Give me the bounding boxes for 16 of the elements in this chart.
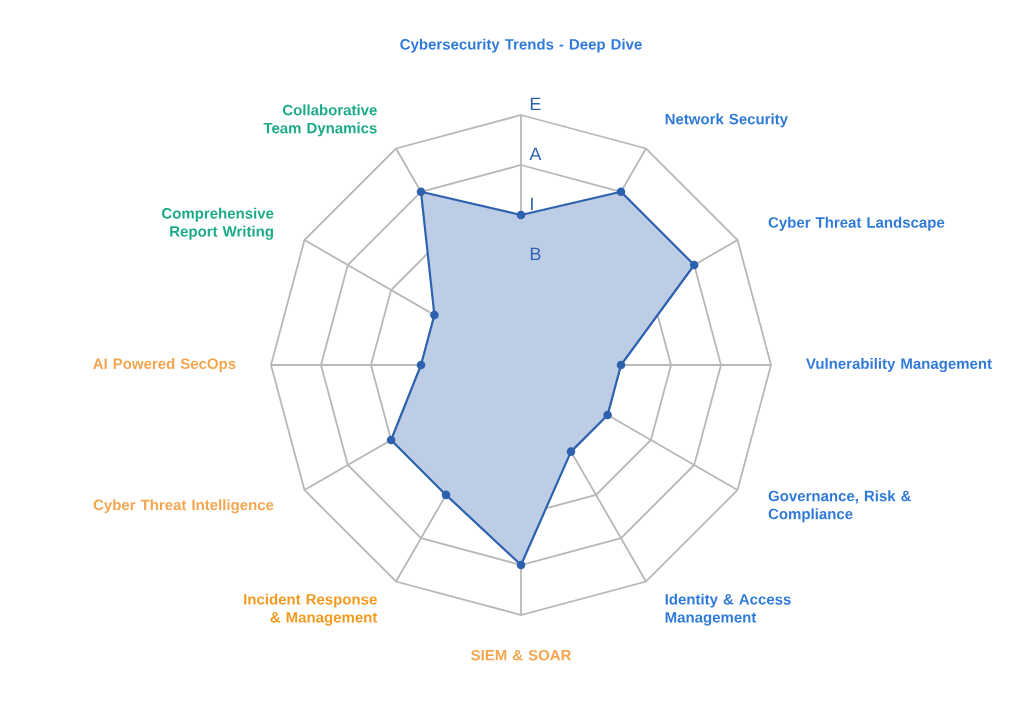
spoke-label: Vulnerability Management [806,357,992,373]
spoke-label: Incident Response & Management [244,593,378,626]
y-tick-label: I [531,197,533,211]
spoke-label: Cyber Threat Landscape [768,216,945,231]
spoke-label: Comprehensive Report Writing [162,207,274,240]
y-tick-label: E [530,97,541,111]
spoke-label: AI Powered SecOps [93,358,236,372]
spoke-label: Collaborative Team Dynamics [263,104,377,137]
spoke-label: Identity & Access Management [665,593,791,626]
spoke-label: Cyber Threat Intelligence [93,499,274,514]
y-tick-label: A [529,147,542,161]
spoke-label: Governance, Risk & Compliance [768,490,911,523]
spoke-label: Network Security [665,113,788,128]
spoke-label: SIEM & SOAR [471,649,572,661]
spoke-label: Cybersecurity Trends - Deep Dive [400,38,642,53]
y-tick-label: B [530,247,541,261]
